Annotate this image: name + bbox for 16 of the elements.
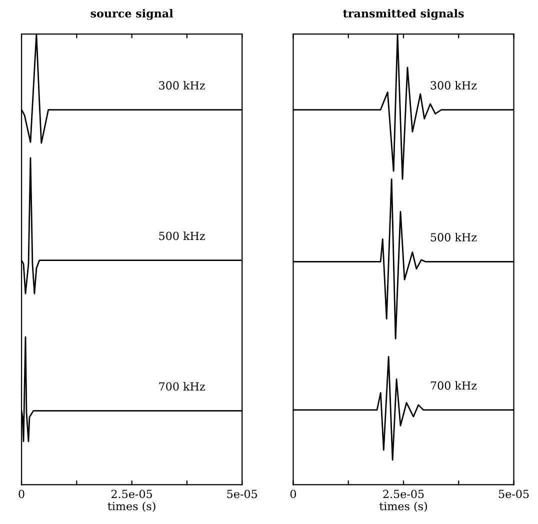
x-tick-label: 2.5e-05: [111, 490, 152, 498]
x-tick-label: 0: [18, 490, 24, 498]
x-tick-label: 2.5e-05: [383, 490, 424, 498]
series-label: 300 kHz: [430, 80, 477, 90]
x-tick-label: 0: [290, 490, 296, 498]
x-axis-title: times (s): [108, 502, 156, 512]
series-label: 500 kHz: [159, 232, 205, 240]
chart-title: source signal: [90, 8, 174, 20]
series-label: 700 kHz: [159, 382, 205, 391]
x-axis-title: times (s): [379, 502, 427, 512]
chart-title: transmitted signals: [343, 8, 464, 20]
x-tick-label: 5e-05: [498, 490, 529, 498]
x-tick-label: 5e-05: [227, 490, 258, 498]
series-label: 300 kHz: [159, 80, 205, 90]
series-label: 700 kHz: [430, 381, 477, 390]
series-label: 500 kHz: [430, 232, 477, 242]
